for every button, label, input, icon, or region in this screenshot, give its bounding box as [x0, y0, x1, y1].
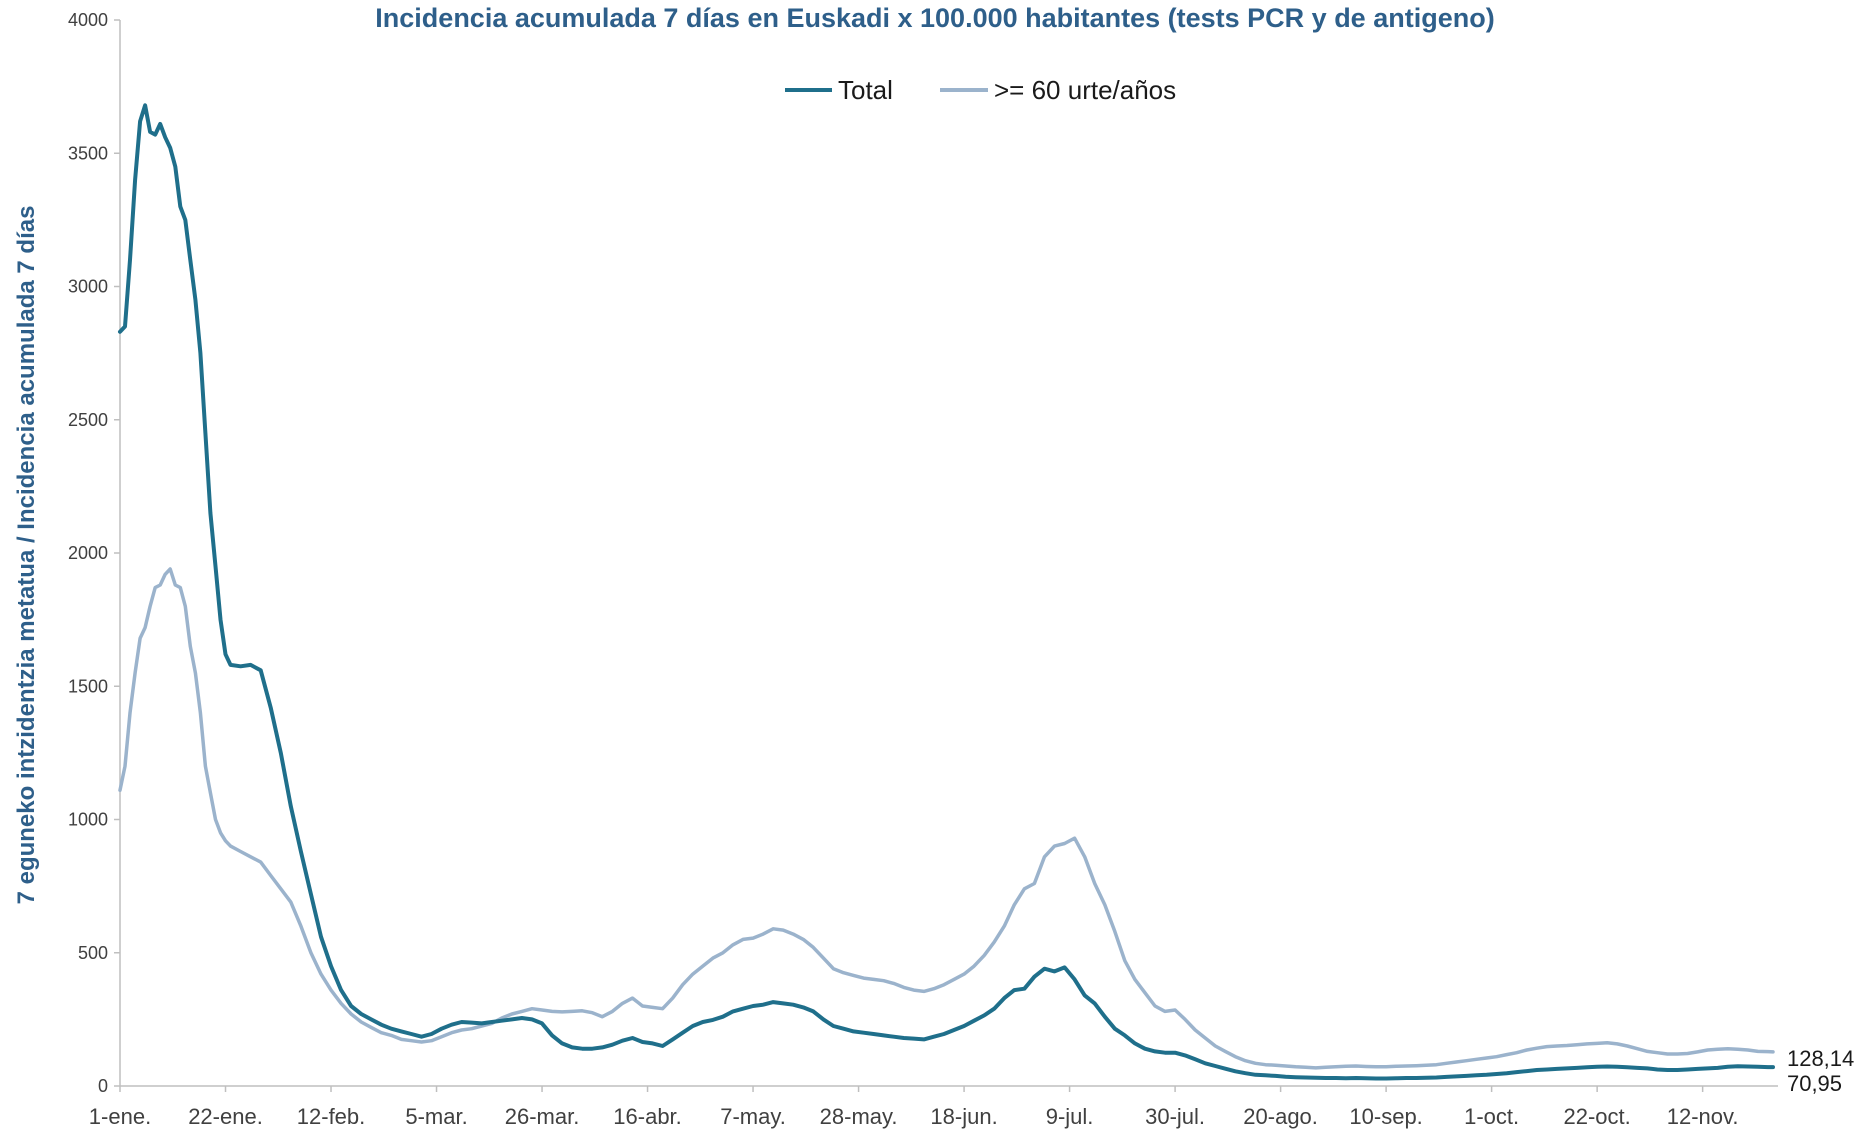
x-tick-label: 1-ene. [89, 1104, 151, 1129]
x-tick-label: 26-mar. [505, 1104, 580, 1129]
y-tick-label: 2500 [68, 410, 108, 430]
y-tick-label: 500 [78, 943, 108, 963]
x-tick-label: 12-feb. [297, 1104, 366, 1129]
x-tick-label: 20-ago. [1243, 1104, 1318, 1129]
y-tick-label: 1500 [68, 676, 108, 696]
series-layer [118, 103, 1775, 1081]
end-label-total: 70,95 [1787, 1071, 1842, 1096]
x-tick-label: 12-nov. [1667, 1104, 1739, 1129]
x-axis-ticks: 1-ene. 22-ene. 12-feb. 5-mar. 26-mar. 16-abr.… [89, 1086, 1739, 1129]
x-tick-label: 9-jul. [1046, 1104, 1094, 1129]
legend: Total >= 60 urte/años [785, 75, 1176, 105]
series-line-total [118, 103, 1775, 1081]
x-tick-label: 16-abr. [613, 1104, 682, 1129]
series-line-over60 [118, 567, 1775, 1070]
x-tick-label: 7-may. [720, 1104, 786, 1129]
y-tick-label: 1000 [68, 810, 108, 830]
y-tick-label: 3500 [68, 143, 108, 163]
x-tick-label: 18-jun. [930, 1104, 997, 1129]
y-tick-label: 4000 [68, 10, 108, 30]
legend-label-over60: >= 60 urte/años [994, 75, 1176, 105]
y-tick-label: 3000 [68, 277, 108, 297]
chart-title: Incidencia acumulada 7 días en Euskadi x… [375, 3, 1494, 33]
y-axis-ticks: 0 500 1000 1500 2000 2500 3000 3500 4000 [68, 10, 120, 1096]
x-tick-label: 5-mar. [405, 1104, 467, 1129]
y-axis-label: 7 eguneko intzidentzia metatua / Inciden… [13, 206, 40, 905]
y-tick-label: 2000 [68, 543, 108, 563]
x-tick-label: 30-jul. [1145, 1104, 1205, 1129]
y-tick-label: 0 [98, 1076, 108, 1096]
end-label-over60: 128,14 [1787, 1046, 1854, 1071]
x-tick-label: 10-sep. [1349, 1104, 1422, 1129]
legend-label-total: Total [838, 75, 893, 105]
x-tick-label: 22-oct. [1563, 1104, 1630, 1129]
x-tick-label: 28-may. [820, 1104, 898, 1129]
x-tick-label: 1-oct. [1464, 1104, 1519, 1129]
x-tick-label: 22-ene. [188, 1104, 263, 1129]
